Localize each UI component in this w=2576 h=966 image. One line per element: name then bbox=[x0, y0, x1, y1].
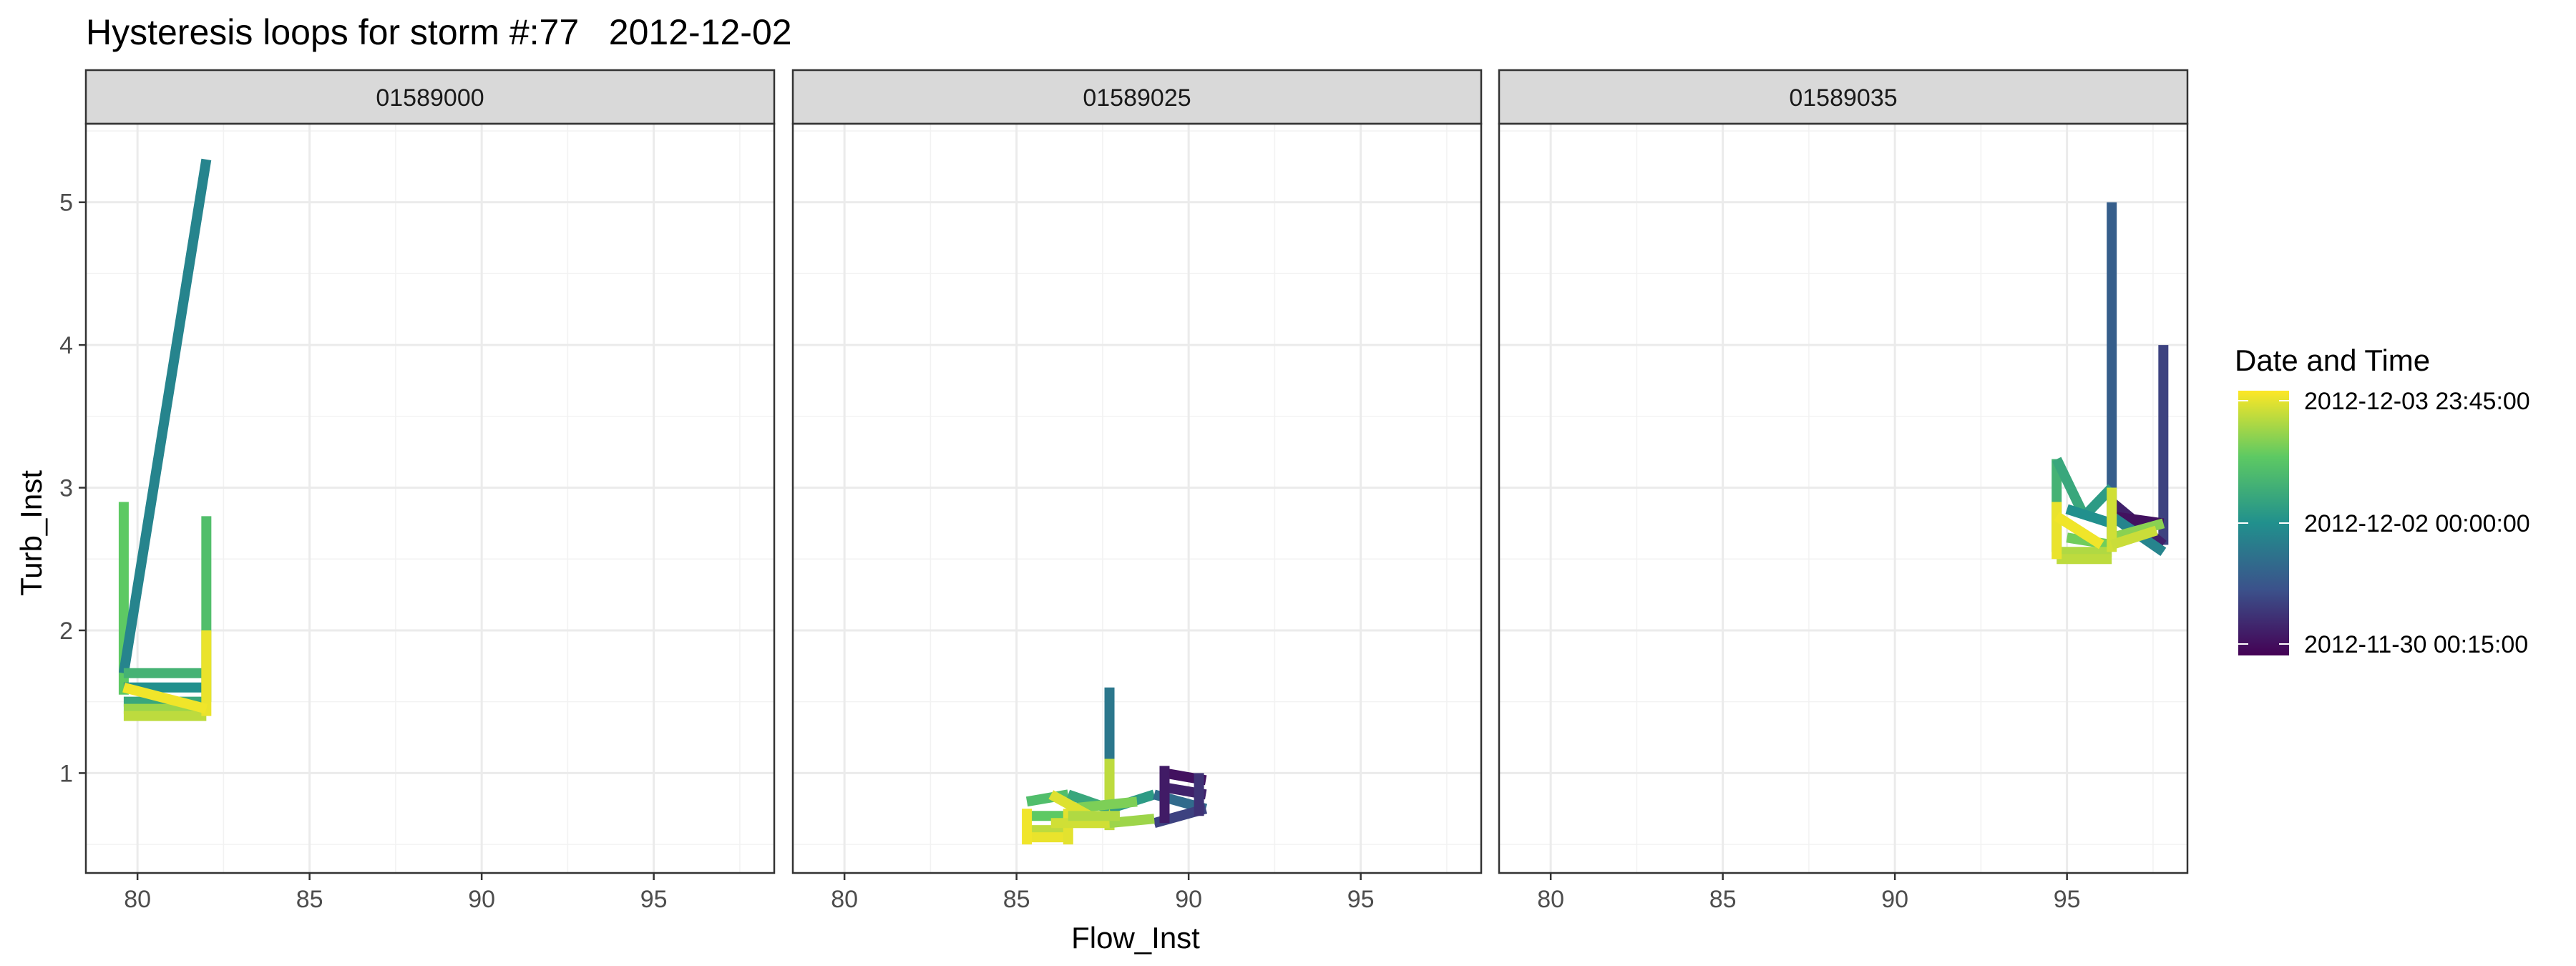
hysteresis-segment bbox=[2110, 518, 2165, 543]
y-tick-label: 3 bbox=[59, 475, 73, 502]
panel-border bbox=[791, 122, 1483, 874]
x-tick-label: 80 bbox=[124, 886, 151, 913]
y-tick-label: 2 bbox=[59, 618, 73, 645]
y-tick-label: 5 bbox=[59, 190, 73, 217]
y-axis: 1 2 3 4 5 bbox=[59, 190, 86, 787]
chart-title: Hysteresis loops for storm #:77 2012-12-… bbox=[86, 12, 792, 52]
facet-strip-label: 01589035 bbox=[1789, 84, 1897, 112]
hysteresis-segment bbox=[2054, 512, 2104, 550]
x-tick-label: 95 bbox=[640, 886, 668, 913]
y-tick-label: 4 bbox=[59, 332, 73, 359]
x-tick-label: 80 bbox=[831, 886, 858, 913]
facet-panel: 01589025 80 85 90 95 bbox=[791, 69, 1483, 913]
x-tick-label: 85 bbox=[296, 886, 323, 913]
x-tick-label: 95 bbox=[2054, 886, 2081, 913]
x-tick-label: 90 bbox=[1175, 886, 1202, 913]
x-axis-title: Flow_Inst bbox=[1071, 921, 1200, 955]
y-tick-label: 1 bbox=[59, 760, 73, 787]
hysteresis-segment bbox=[2110, 525, 2158, 550]
facet-panel: 01589035 80 85 90 95 bbox=[1498, 69, 2189, 913]
panel-border bbox=[84, 122, 776, 874]
facet-strip-label: 01589025 bbox=[1083, 84, 1191, 112]
legend-label: 2012-11-30 00:15:00 bbox=[2304, 631, 2528, 658]
panel-background bbox=[1499, 124, 2187, 873]
hysteresis-segment bbox=[122, 682, 208, 714]
x-tick-label: 80 bbox=[1537, 886, 1564, 913]
x-tick-label: 90 bbox=[1881, 886, 1908, 913]
x-tick-label: 90 bbox=[468, 886, 495, 913]
hysteresis-segment bbox=[2051, 457, 2089, 519]
x-tick-label: 85 bbox=[1003, 886, 1030, 913]
facet-strip bbox=[84, 69, 776, 125]
legend-ticks: 2012-12-03 23:45:00 2012-12-02 00:00:00 20… bbox=[2238, 388, 2530, 658]
hysteresis-segment bbox=[118, 158, 212, 674]
legend-label: 2012-12-02 00:00:00 bbox=[2304, 510, 2530, 537]
facet-strip bbox=[1498, 69, 2189, 125]
legend-label: 2012-12-03 23:45:00 bbox=[2304, 388, 2530, 415]
facet-panel: 01589000 80 85 90 95 bbox=[84, 69, 776, 913]
panel-background bbox=[793, 124, 1481, 873]
color-legend: Date and Time 2012-12-03 23:45:002012-12… bbox=[2235, 343, 2530, 658]
hysteresis-segment bbox=[1108, 814, 1155, 829]
legend-title: Date and Time bbox=[2235, 343, 2430, 377]
y-axis-title: Turb_Inst bbox=[14, 470, 48, 596]
panel-background bbox=[86, 124, 774, 873]
facet-strip-label: 01589000 bbox=[376, 84, 484, 112]
x-tick-label: 85 bbox=[1709, 886, 1737, 913]
hysteresis-segment bbox=[2065, 504, 2114, 529]
panel-border bbox=[1498, 122, 2189, 874]
x-tick-label: 95 bbox=[1347, 886, 1375, 913]
